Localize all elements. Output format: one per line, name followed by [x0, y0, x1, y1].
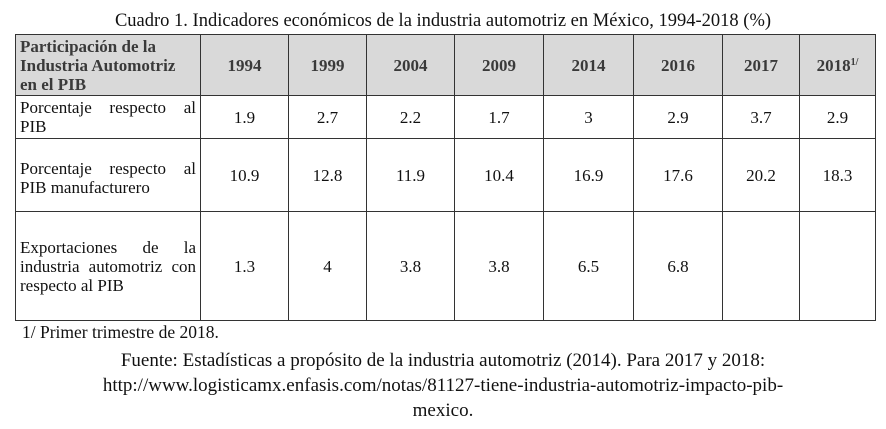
footnote-marker: 1/	[850, 56, 859, 68]
cell: 3.7	[722, 95, 800, 139]
year-header-2018: 20181/	[799, 34, 876, 96]
cell: 20.2	[722, 138, 800, 212]
source-note: Fuente: Estadísticas a propósito de la i…	[0, 348, 886, 423]
cell: 11.9	[366, 138, 455, 212]
cell: 4	[288, 211, 367, 321]
year-header: 1994	[200, 34, 289, 96]
year-header: 2016	[633, 34, 723, 96]
table-row: Exportaciones de la industria automotriz…	[15, 211, 876, 321]
year-header: 1999	[288, 34, 367, 96]
cell: 6.8	[633, 211, 723, 321]
cell: 12.8	[288, 138, 367, 212]
year-header: 2017	[722, 34, 800, 96]
source-url-end: mexico.	[412, 400, 474, 421]
cell: 1.9	[200, 95, 289, 139]
cell: 1.3	[200, 211, 289, 321]
cell	[722, 211, 800, 321]
cell: 17.6	[633, 138, 723, 212]
table-caption: Cuadro 1. Indicadores económicos de la i…	[114, 11, 772, 31]
table-row: Porcentaje respecto al PIB manufacturero…	[15, 138, 876, 212]
cell: 2.9	[633, 95, 723, 139]
source-line: Fuente: Estadísticas a propósito de la i…	[120, 350, 766, 371]
footnote: 1/ Primer trimestre de 2018.	[22, 322, 219, 342]
cell: 3.8	[366, 211, 455, 321]
cell: 10.9	[200, 138, 289, 212]
cell: 16.9	[543, 138, 634, 212]
cell: 6.5	[543, 211, 634, 321]
row-label: Porcentaje respecto al PIB manufacturero	[15, 138, 201, 212]
row-label: Exportaciones de la industria automotriz…	[15, 211, 201, 321]
year-text: 2018	[816, 55, 851, 75]
header-label: Participación de la Industria Automotriz…	[15, 34, 201, 96]
cell: 2.2	[366, 95, 455, 139]
header-row: Participación de la Industria Automotriz…	[15, 34, 876, 96]
cell: 2.9	[799, 95, 876, 139]
cell: 3.8	[454, 211, 544, 321]
cell: 1.7	[454, 95, 544, 139]
cell: 3	[543, 95, 634, 139]
source-url: http://www.logisticamx.enfasis.com/notas…	[102, 375, 784, 396]
cell: 10.4	[454, 138, 544, 212]
year-header: 2009	[454, 34, 544, 96]
indicators-table: Participación de la Industria Automotriz…	[15, 34, 876, 321]
year-header: 2004	[366, 34, 455, 96]
cell	[799, 211, 876, 321]
cell: 18.3	[799, 138, 876, 212]
table-row: Porcentaje respecto al PIB 1.9 2.7 2.2 1…	[15, 95, 876, 139]
row-label: Porcentaje respecto al PIB	[15, 95, 201, 139]
year-header: 2014	[543, 34, 634, 96]
cell: 2.7	[288, 95, 367, 139]
